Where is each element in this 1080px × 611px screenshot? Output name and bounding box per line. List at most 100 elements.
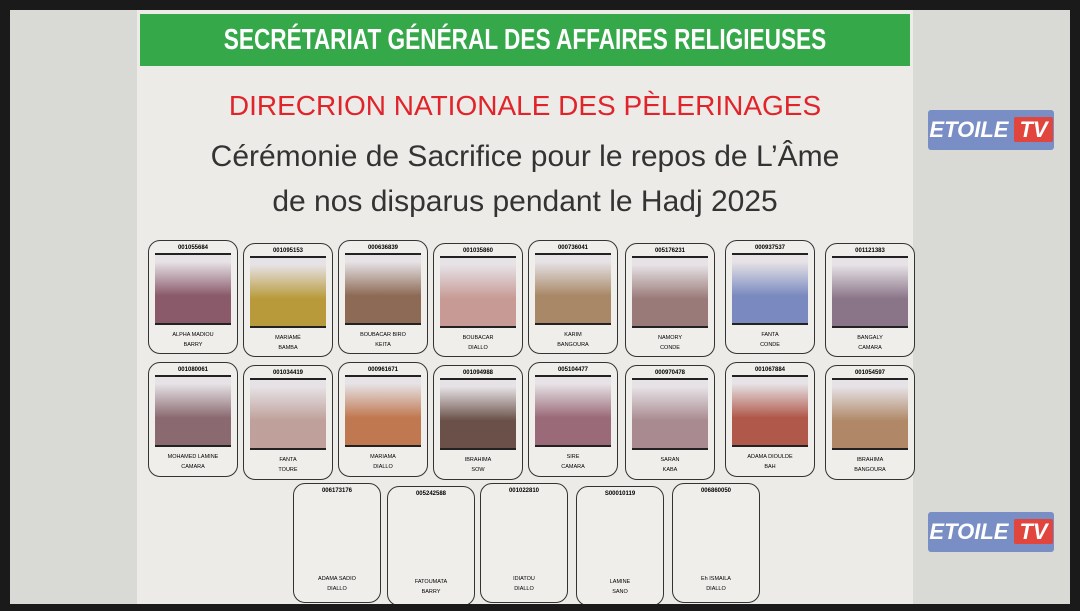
first-name: MARIAMÉ — [275, 335, 301, 341]
first-name: BOUBACAR BIRO — [360, 332, 406, 338]
portrait-photo — [535, 253, 611, 325]
portrait-card: 000937537 FANTA CONDE — [725, 240, 815, 354]
pilgrim-name: BANGALY CAMARA — [826, 333, 914, 353]
portrait-photo — [345, 375, 421, 447]
portrait-card: 001054597 IBRAHIMA BANGOURA — [825, 365, 915, 480]
portrait-photo — [345, 253, 421, 325]
portrait-photo — [155, 375, 231, 447]
pilgrim-name: BOUBACAR DIALLO — [434, 333, 522, 353]
portrait-card: 005176231 NAMORY CONDE — [625, 243, 715, 357]
pilgrim-name: FANTA CONDE — [726, 330, 814, 350]
pilgrim-id: 000961671 — [367, 367, 399, 373]
banner-header: SECRÉTARIAT GÉNÉRAL DES AFFAIRES RELIGIE… — [140, 14, 910, 66]
portrait-photo — [440, 378, 516, 450]
last-name: DIALLO — [706, 586, 726, 592]
pilgrim-name: Eh ISMAILA DIALLO — [673, 574, 759, 594]
first-name: SIRE — [566, 454, 580, 460]
first-name: MOHAMED LAMINE — [167, 454, 219, 460]
portrait-card: 001080061 MOHAMED LAMINE CAMARA — [148, 362, 238, 477]
portrait-card: 000636839 BOUBACAR BIRO KEITA — [338, 240, 428, 354]
first-name: LAMINE — [609, 579, 631, 585]
first-name: NAMORY — [657, 335, 683, 341]
banner-subtitle: DIRECRION NATIONALE DES PÈLERINAGES — [228, 90, 822, 121]
last-name: DIALLO — [373, 464, 393, 470]
first-name: Eh ISMAILA — [701, 576, 731, 582]
portrait-card: 006860050 Eh ISMAILA DIALLO — [672, 483, 760, 603]
pilgrim-id: 001022810 — [508, 488, 540, 494]
pilgrim-id: 001054597 — [854, 370, 886, 376]
portrait-photo — [535, 375, 611, 447]
portrait-card: 001055684 ALPHA MADIOU BARRY — [148, 240, 238, 354]
banner-title-line-1: Cérémonie de Sacrifice pour le repos de … — [210, 140, 840, 173]
pilgrim-name: IBRAHIMA SOW — [434, 455, 522, 475]
portrait-card: 005242588 FATOUMATA BARRY — [387, 486, 475, 604]
last-name: KABA — [662, 467, 678, 473]
pilgrim-name: IDIATOU DIALLO — [481, 574, 567, 594]
first-name: ALPHA MADIOU — [172, 332, 214, 338]
pilgrim-id: 001094988 — [462, 370, 494, 376]
pilgrim-id: 001055684 — [177, 245, 209, 251]
pilgrim-id: 000970478 — [654, 370, 686, 376]
pilgrim-id: 001121383 — [855, 248, 885, 254]
pilgrim-name: ADAMA SADIO DIALLO — [294, 574, 380, 594]
first-name: FANTA — [761, 332, 779, 338]
portrait-photo — [250, 256, 326, 328]
last-name: CAMARA — [858, 345, 882, 351]
last-name: CAMARA — [561, 464, 585, 470]
portrait-card: 001022810 IDIATOU DIALLO — [480, 483, 568, 603]
pilgrim-name: KARIM BANGOURA — [529, 330, 617, 350]
last-name: BAH — [764, 464, 776, 470]
portrait-card: 006173176 ADAMA SADIO DIALLO — [293, 483, 381, 603]
last-name: SANO — [612, 589, 628, 595]
pilgrim-name: FANTA TOURE — [244, 455, 332, 475]
pilgrim-id: 005104477 — [557, 367, 589, 373]
banner-header-text: SECRÉTARIAT GÉNÉRAL DES AFFAIRES RELIGIE… — [223, 24, 827, 56]
portrait-photo — [732, 375, 808, 447]
pilgrim-id: 006173176 — [321, 488, 353, 494]
first-name: BANGALY — [857, 335, 883, 341]
photo-frame: SECRÉTARIAT GÉNÉRAL DES AFFAIRES RELIGIE… — [10, 10, 1070, 604]
pilgrim-id: 005176231 — [654, 248, 686, 254]
pilgrim-id: 001080061 — [177, 367, 209, 373]
pilgrim-id: 001095153 — [272, 248, 304, 254]
portrait-card: 000970478 SARAN KABA — [625, 365, 715, 480]
first-name: SARAN — [660, 457, 680, 463]
last-name: BARRY — [183, 342, 203, 348]
banner-title-line-2: de nos disparus pendant le Hadj 2025 — [272, 185, 778, 218]
watermark-brand: ETOILE — [929, 117, 1009, 142]
last-name: CAMARA — [181, 464, 205, 470]
portrait-card: 001121383 BANGALY CAMARA — [825, 243, 915, 357]
portrait-card: 001067884 ADAMA DIOULDE BAH — [725, 362, 815, 477]
portrait-card: S00010119 LAMINE SANO — [576, 486, 664, 604]
last-name: CONDE — [760, 342, 780, 348]
last-name: BARRY — [421, 589, 441, 595]
first-name: ADAMA SADIO — [318, 576, 356, 582]
pilgrim-id: 001035860 — [462, 248, 494, 254]
portrait-card: 000736041 KARIM BANGOURA — [528, 240, 618, 354]
portrait-card: 005104477 SIRE CAMARA — [528, 362, 618, 477]
portrait-card: 001035860 BOUBACAR DIALLO — [433, 243, 523, 357]
first-name: FANTA — [279, 457, 297, 463]
first-name: IBRAHIMA — [464, 457, 492, 463]
portrait-photo — [832, 378, 908, 450]
pilgrim-id: 005242588 — [415, 491, 447, 497]
pilgrim-name: LAMINE SANO — [577, 577, 663, 597]
first-name: IBRAHIMA — [856, 457, 884, 463]
pilgrim-name: ADAMA DIOULDE BAH — [726, 452, 814, 472]
portrait-card: 001095153 MARIAMÉ BAMBA — [243, 243, 333, 357]
last-name: CONDE — [660, 345, 680, 351]
pilgrim-name: MARIAMÉ BAMBA — [244, 333, 332, 353]
portrait-photo — [155, 253, 231, 325]
portrait-photo — [440, 256, 516, 328]
pilgrim-id: 000736041 — [557, 245, 589, 251]
last-name: DIALLO — [327, 586, 347, 592]
watermark-logo-bottom: ETOILE TV — [928, 512, 1054, 552]
first-name: FATOUMATA — [414, 579, 448, 585]
pilgrim-name: FATOUMATA BARRY — [388, 577, 474, 597]
pilgrim-id: 000636839 — [367, 245, 399, 251]
pilgrim-id: 000937537 — [754, 245, 786, 251]
portrait-card: 000961671 MARIAMA DIALLO — [338, 362, 428, 477]
last-name: TOURE — [278, 467, 298, 473]
pilgrim-id: S00010119 — [604, 491, 636, 497]
watermark-logo: ETOILE TV — [928, 110, 1054, 150]
